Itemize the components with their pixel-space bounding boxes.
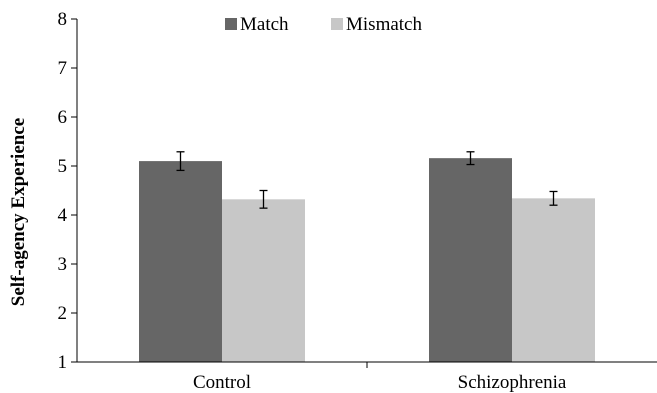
bars <box>139 151 595 362</box>
legend-label-mismatch: Mismatch <box>346 14 422 35</box>
bar-match <box>139 161 222 362</box>
x-tick-label: Schizophrenia <box>458 372 567 393</box>
x-tick-label: Control <box>193 372 251 393</box>
y-tick-label: 2 <box>58 303 68 324</box>
y-axis: 1 2 3 4 5 6 7 8 <box>58 9 78 373</box>
legend-swatch-mismatch <box>331 18 343 30</box>
y-tick-label: 4 <box>58 205 68 226</box>
y-tick-label: 7 <box>58 58 68 79</box>
y-tick-label: 8 <box>58 9 68 30</box>
y-tick-label: 5 <box>58 156 68 177</box>
y-tick-label: 3 <box>58 254 68 275</box>
legend-label-match: Match <box>240 14 289 35</box>
legend-swatch-match <box>225 18 237 30</box>
y-tick-label: 1 <box>58 352 68 373</box>
y-tick-label: 6 <box>58 107 68 128</box>
legend: Match Mismatch <box>225 14 422 35</box>
bar-mismatch <box>512 198 595 362</box>
x-axis: Control Schizophrenia <box>77 361 657 393</box>
bar-mismatch <box>222 199 305 362</box>
y-axis-title: Self-agency Experience <box>8 118 29 306</box>
bar-match <box>429 158 512 362</box>
